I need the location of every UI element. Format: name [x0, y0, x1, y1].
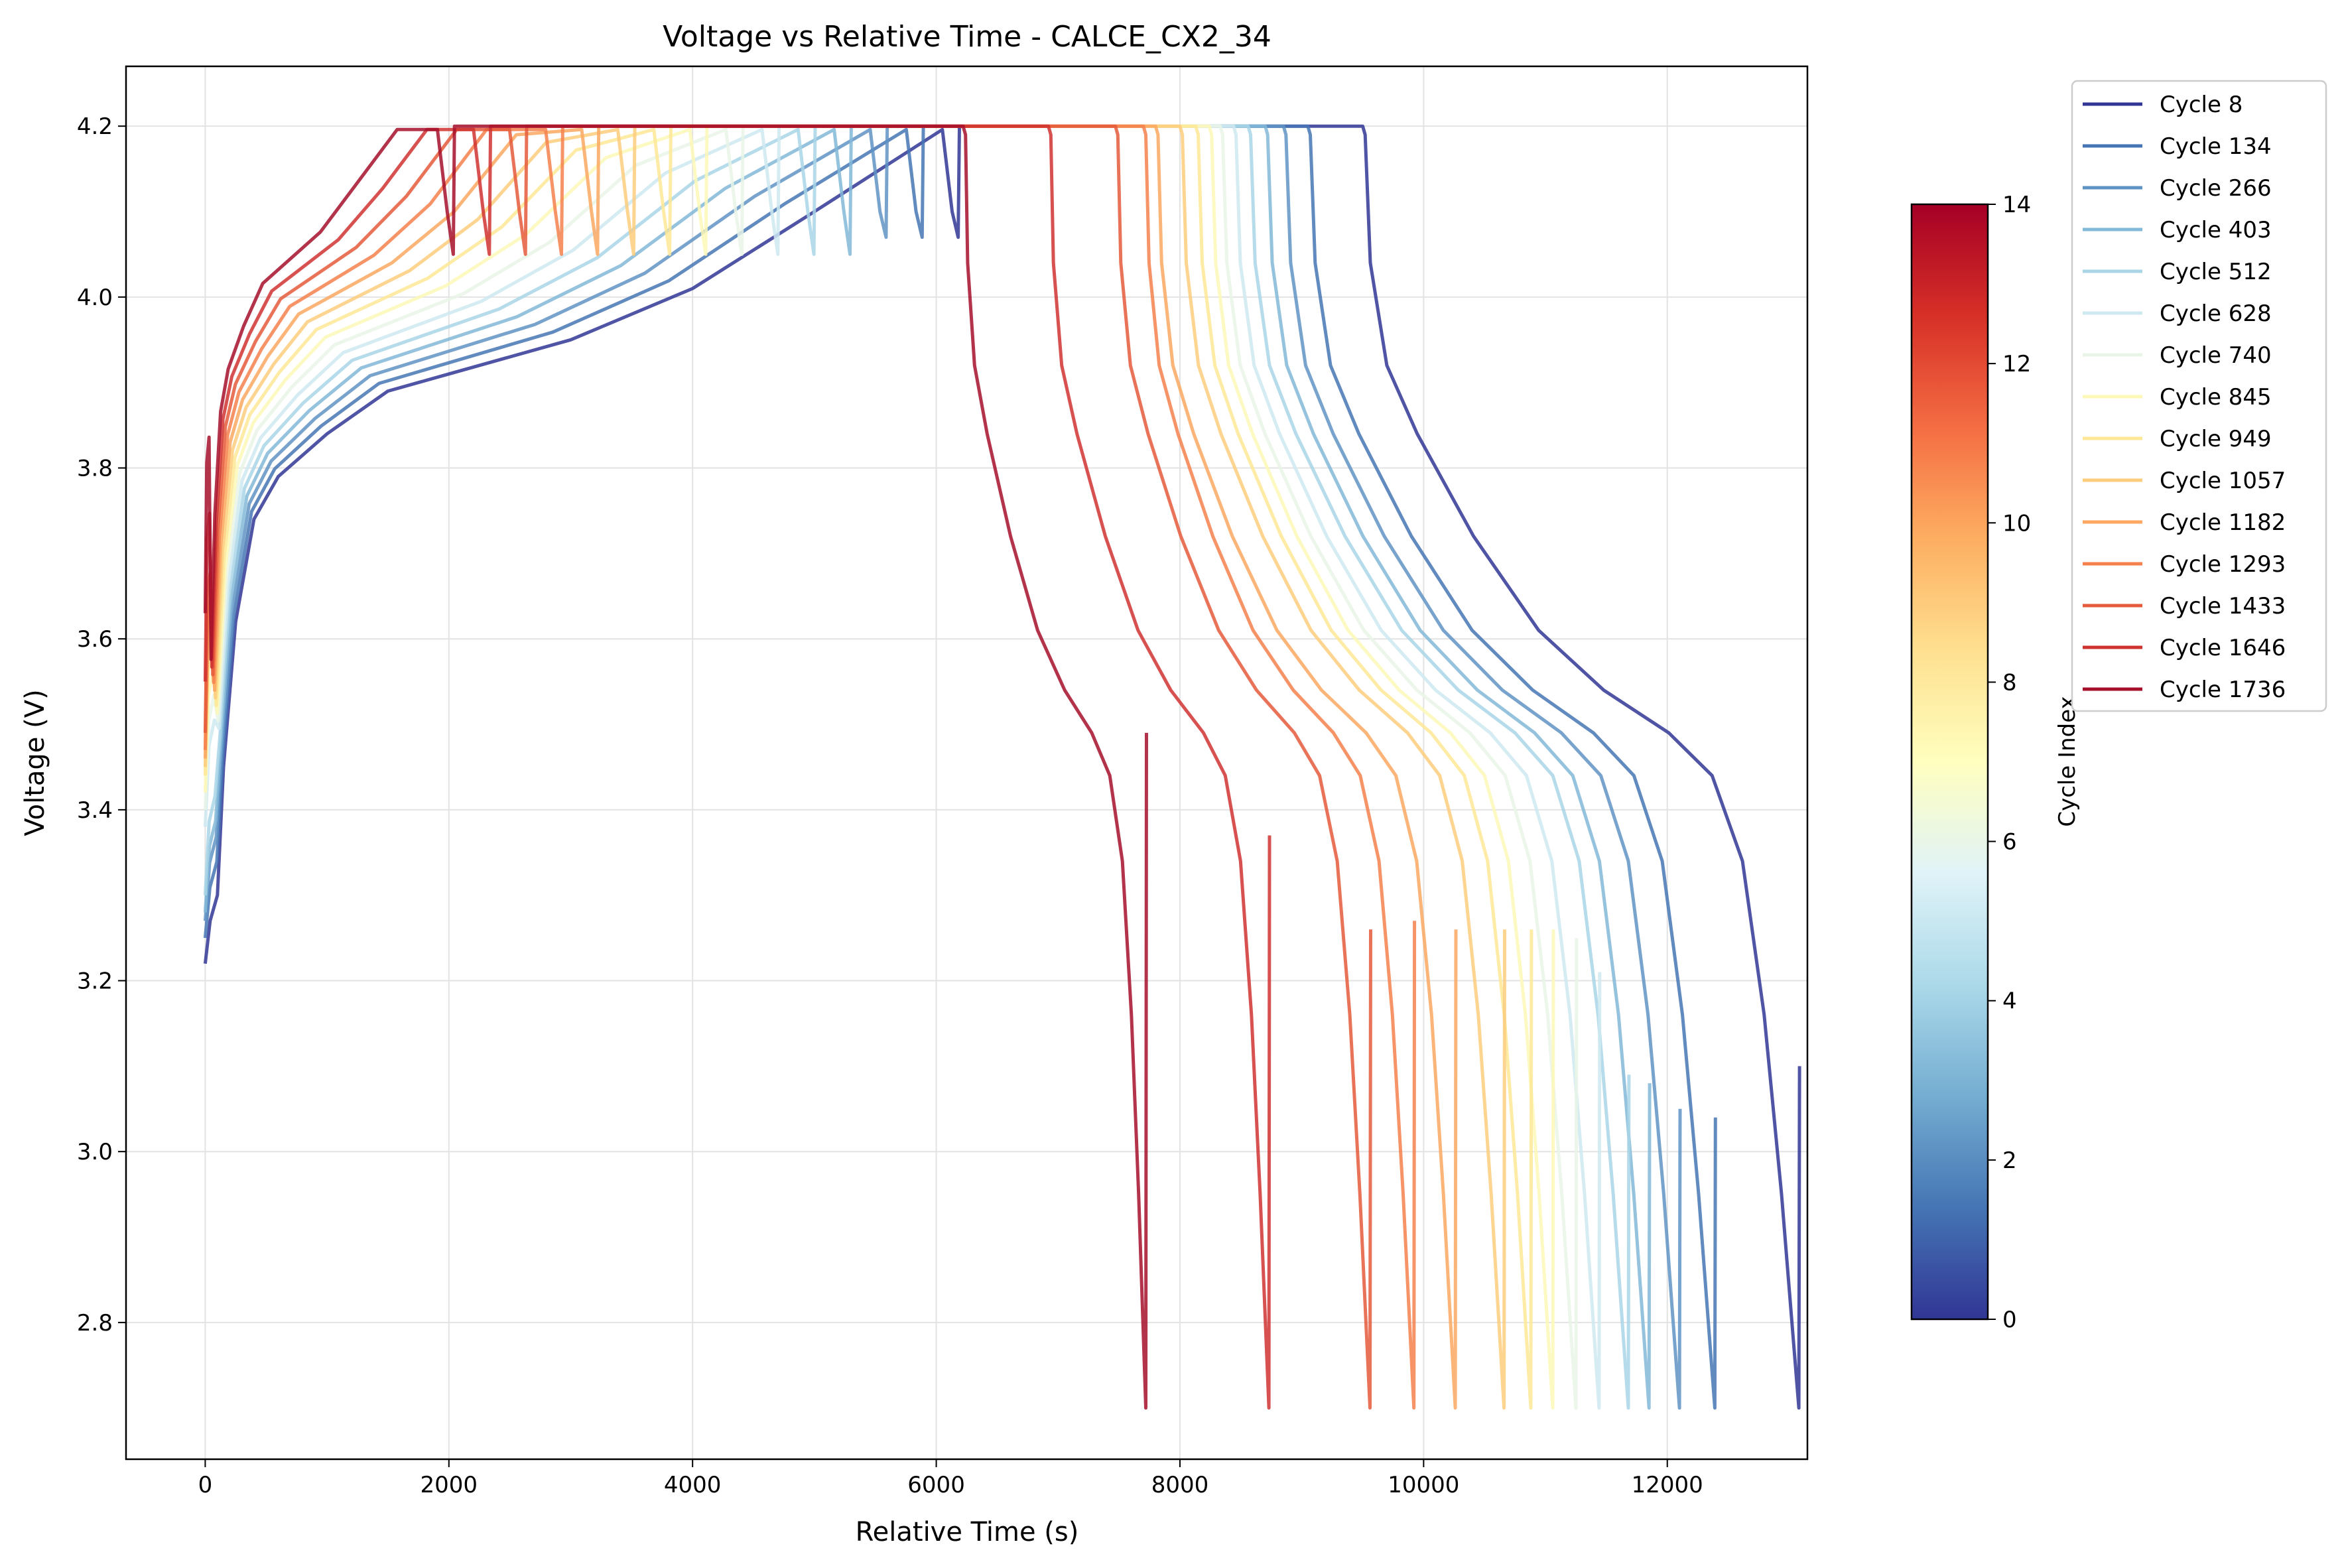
series-line-cycle-8	[203, 124, 1533, 1410]
y-tick-label: 3.6	[77, 626, 113, 653]
colorbar-tick-label: 14	[2002, 192, 2031, 218]
colorbar-tick-label: 10	[2002, 510, 2031, 537]
series-line-cycle-6	[203, 124, 1579, 1410]
series-line-cycle-5	[203, 124, 1602, 1410]
plot-background	[126, 66, 1807, 1459]
series-line-cycle-14	[203, 124, 1148, 1410]
legend-label: Cycle 628	[2160, 300, 2272, 327]
legend-label: Cycle 1293	[2160, 551, 2286, 578]
y-tick-label: 3.0	[77, 1139, 113, 1165]
legend-label: Cycle 1057	[2160, 468, 2286, 494]
x-axis-ticks: 0 2000 4000 6000 8000 10000 12000	[198, 1459, 1703, 1498]
legend-label: Cycle 266	[2160, 175, 2272, 202]
colorbar: 0 2 4 6 8 10 12 14 Cycle Index	[1910, 192, 2081, 1333]
colorbar-label: Cycle Index	[2054, 696, 2081, 826]
colorbar-tick-label: 12	[2002, 351, 2031, 377]
legend-label: Cycle 1433	[2160, 593, 2286, 620]
series-line-cycle-13	[203, 124, 1271, 1410]
x-tick-label: 10000	[1388, 1472, 1459, 1498]
legend-label: Cycle 1182	[2160, 509, 2286, 536]
series-line-cycle-11	[203, 124, 1417, 1410]
colorbar-tick-label: 2	[2002, 1147, 2017, 1174]
x-tick-label: 6000	[907, 1472, 965, 1498]
y-axis-label: Voltage (V)	[20, 689, 50, 836]
chart-title: Voltage vs Relative Time - CALCE_CX2_34	[663, 20, 1271, 54]
legend-label: Cycle 845	[2160, 384, 2272, 411]
series-line-cycle-4	[203, 124, 1631, 1410]
y-tick-label: 2.8	[77, 1310, 113, 1337]
legend-label: Cycle 512	[2160, 259, 2272, 285]
legend: Cycle 8 Cycle 134 Cycle 266 Cycle 403 Cycle …	[2071, 80, 2327, 712]
y-axis-ticks: 2.8 3.0 3.2 3.4 3.6 3.8 4.0 4.2	[77, 113, 126, 1337]
legend-label: Cycle 1646	[2160, 635, 2286, 661]
colorbar-tick-label: 4	[2002, 988, 2017, 1015]
series-layer	[203, 124, 1801, 1410]
series-line-cycle-3	[203, 124, 1652, 1410]
series-line-cycle-2	[203, 124, 1682, 1410]
x-tick-label: 2000	[421, 1472, 478, 1498]
series-line-cycle-1	[203, 124, 1717, 1410]
plot-frame	[125, 65, 1809, 1461]
x-tick-label: 12000	[1632, 1472, 1703, 1498]
y-tick-label: 3.8	[77, 456, 113, 482]
legend-label: Cycle 8	[2160, 92, 2243, 118]
series-line-cycle-10	[203, 124, 1458, 1410]
legend-frame	[2071, 80, 2327, 712]
x-tick-label: 8000	[1151, 1472, 1209, 1498]
series-line-cycle-12	[203, 124, 1372, 1410]
series-line-cycle-9	[203, 124, 1506, 1410]
x-axis-label: Relative Time (s)	[856, 1517, 1079, 1547]
y-tick-label: 4.0	[77, 285, 113, 311]
legend-label: Cycle 134	[2160, 133, 2272, 160]
series-line-cycle-7	[203, 124, 1555, 1410]
y-tick-label: 4.2	[77, 113, 113, 140]
colorbar-tick-label: 6	[2002, 829, 2017, 856]
grid	[126, 66, 1807, 1459]
series-line-cycle-0	[203, 124, 1801, 1410]
legend-label: Cycle 1736	[2160, 677, 2286, 703]
colorbar-tick-label: 0	[2002, 1307, 2017, 1333]
x-tick-label: 0	[198, 1472, 213, 1498]
x-tick-label: 4000	[664, 1472, 722, 1498]
legend-label: Cycle 740	[2160, 342, 2272, 369]
legend-label: Cycle 403	[2160, 217, 2272, 243]
y-tick-label: 3.2	[77, 968, 113, 995]
y-tick-label: 3.4	[77, 797, 113, 824]
colorbar-tick-label: 8	[2002, 669, 2017, 696]
legend-label: Cycle 949	[2160, 426, 2272, 452]
colorbar-gradient	[1910, 203, 1989, 1321]
colorbar-ticks: 0 2 4 6 8 10 12 14	[1988, 192, 2031, 1333]
